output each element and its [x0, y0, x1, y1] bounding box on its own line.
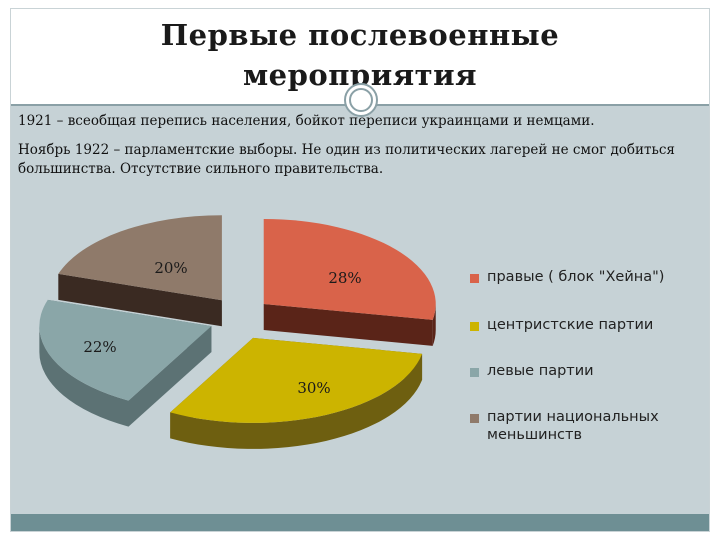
- legend-item-1: правые ( блок "Хейна"): [470, 268, 697, 286]
- legend-swatch: [470, 322, 479, 331]
- paragraph-census: 1921 – всеобщая перепись населения, бойк…: [18, 113, 595, 129]
- data-label-4: 20%: [154, 259, 187, 277]
- legend-item-4: партии национальных меньшинств: [470, 408, 697, 444]
- legend-swatch: [470, 274, 479, 283]
- pie-slice-4: [58, 215, 222, 327]
- paragraph-elections: Ноябрь 1922 – парламентские выборы. Не о…: [18, 142, 675, 177]
- slide-title: Первые послевоенные мероприятия: [11, 15, 709, 95]
- data-label-1: 28%: [328, 269, 361, 287]
- pie-slice-2: [170, 337, 423, 449]
- pie-slice-3: [39, 299, 212, 427]
- data-label-2: 30%: [297, 379, 330, 397]
- circle-ornament-icon: [344, 83, 378, 117]
- bottom-bar: [11, 514, 709, 531]
- legend-item-3: левые партии: [470, 362, 697, 380]
- pie-slice-1: [263, 218, 436, 346]
- title-line-1: Первые послевоенные: [160, 18, 560, 52]
- legend-swatch: [470, 368, 479, 377]
- slide-frame: [10, 8, 710, 532]
- legend-label: центристские партии: [487, 317, 654, 333]
- legend-label: правые ( блок "Хейна"): [487, 269, 665, 285]
- legend-swatch: [470, 414, 479, 423]
- legend-label: партии национальных меньшинств: [487, 409, 659, 443]
- data-label-3: 22%: [83, 338, 116, 356]
- legend-label: левые партии: [487, 363, 594, 379]
- legend-item-2: центристские партии: [470, 316, 697, 334]
